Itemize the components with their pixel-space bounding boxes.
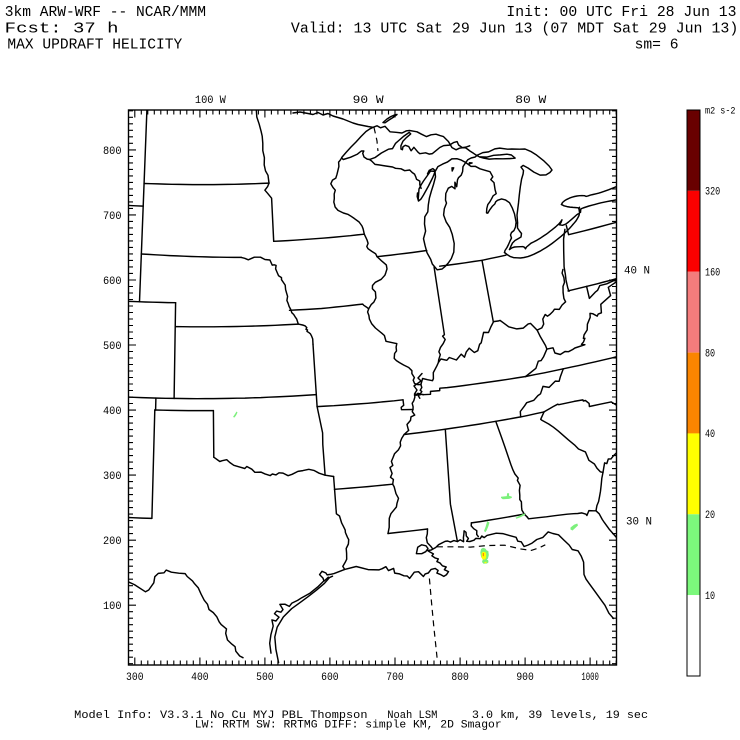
- svg-text:3km ARW-WRF -- NCAR/MMM: 3km ARW-WRF -- NCAR/MMM: [5, 4, 206, 21]
- svg-text:500: 500: [256, 672, 274, 684]
- svg-text:320: 320: [705, 187, 720, 199]
- svg-text:Fcst: 37 h: Fcst: 37 h: [5, 20, 119, 37]
- svg-text:200: 200: [103, 536, 122, 548]
- svg-text:40: 40: [705, 429, 715, 441]
- svg-text:Init: 00 UTC Fri 28 Jun 13: Init: 00 UTC Fri 28 Jun 13: [506, 4, 736, 21]
- svg-text:LW: RRTM SW: RRTMG DIFF: sim: LW: RRTM SW: RRTMG DIFF: simple KM, 2D S…: [195, 720, 502, 732]
- svg-text:700: 700: [386, 672, 404, 684]
- svg-text:600: 600: [321, 672, 339, 684]
- svg-text:700: 700: [103, 211, 122, 223]
- svg-text:40 N: 40 N: [624, 266, 650, 278]
- svg-text:Valid: 13 UTC Sat 29 Jun 13 (0: Valid: 13 UTC Sat 29 Jun 13 (07 MDT Sat …: [291, 20, 738, 37]
- svg-text:800: 800: [103, 146, 122, 158]
- svg-text:Model Info: V3.3.1 No Cu M: Model Info: V3.3.1 No Cu MYJ PBL Thompso…: [74, 710, 367, 722]
- svg-text:300: 300: [103, 471, 122, 483]
- svg-text:600: 600: [103, 276, 122, 288]
- svg-text:20: 20: [705, 510, 715, 522]
- svg-text:300: 300: [126, 672, 144, 684]
- svg-text:sm= 6: sm= 6: [635, 36, 679, 53]
- svg-text:800: 800: [451, 672, 469, 684]
- svg-text:30 N: 30 N: [626, 517, 652, 529]
- svg-text:1000: 1000: [581, 672, 599, 684]
- svg-text:MAX UPDRAFT HELICITY: MAX UPDRAFT HELICITY: [7, 36, 182, 53]
- svg-text:10: 10: [705, 591, 715, 603]
- svg-text:Noah LSM: Noah LSM: [387, 710, 437, 722]
- svg-text:900: 900: [516, 672, 534, 684]
- svg-text:90 W: 90 W: [353, 95, 384, 107]
- svg-text:m2 s-2: m2 s-2: [705, 107, 736, 118]
- svg-text:100 W: 100 W: [195, 95, 226, 107]
- svg-text:3.0 km, 39 levels, 19 sec: 3.0 km, 39 levels, 19 sec: [472, 710, 648, 722]
- svg-text:80: 80: [705, 348, 715, 360]
- svg-text:400: 400: [191, 672, 209, 684]
- svg-text:100: 100: [103, 601, 122, 613]
- svg-text:80 W: 80 W: [515, 95, 546, 107]
- svg-text:400: 400: [103, 406, 122, 418]
- svg-text:160: 160: [705, 268, 720, 280]
- svg-text:500: 500: [103, 341, 122, 353]
